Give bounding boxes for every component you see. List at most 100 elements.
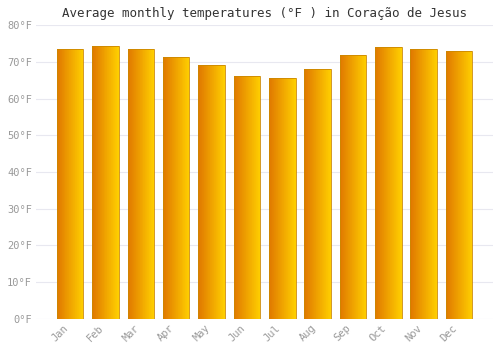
Bar [450, 51, 451, 318]
Bar [95, 46, 96, 318]
Bar [249, 76, 250, 318]
Bar [176, 57, 177, 318]
Bar [390, 47, 391, 318]
Bar [179, 57, 180, 318]
Bar [316, 69, 317, 318]
Bar [344, 55, 345, 318]
Bar [139, 49, 140, 318]
Bar [310, 69, 311, 318]
Bar [118, 46, 119, 318]
Bar [178, 57, 179, 318]
Bar [306, 69, 307, 318]
Bar [78, 49, 79, 318]
Bar [461, 51, 462, 318]
Bar [132, 49, 133, 318]
Bar [385, 47, 386, 318]
Bar [330, 69, 331, 318]
Bar [150, 49, 151, 318]
Bar [92, 46, 119, 318]
Bar [92, 46, 93, 318]
Bar [140, 49, 141, 318]
Bar [287, 78, 288, 318]
Bar [259, 76, 260, 318]
Bar [378, 47, 379, 318]
Bar [304, 69, 305, 318]
Bar [73, 49, 74, 318]
Bar [142, 49, 143, 318]
Bar [169, 57, 170, 318]
Bar [429, 49, 430, 318]
Bar [365, 55, 366, 318]
Bar [186, 57, 187, 318]
Bar [415, 49, 416, 318]
Bar [243, 76, 244, 318]
Bar [221, 64, 222, 318]
Bar [188, 57, 189, 318]
Bar [397, 47, 398, 318]
Bar [346, 55, 347, 318]
Bar [430, 49, 431, 318]
Bar [105, 46, 106, 318]
Bar [258, 76, 259, 318]
Bar [457, 51, 458, 318]
Bar [183, 57, 184, 318]
Bar [129, 49, 130, 318]
Bar [289, 78, 290, 318]
Bar [431, 49, 432, 318]
Bar [319, 69, 320, 318]
Bar [273, 78, 274, 318]
Bar [211, 64, 212, 318]
Bar [220, 64, 221, 318]
Bar [136, 49, 137, 318]
Bar [63, 49, 64, 318]
Bar [253, 76, 254, 318]
Bar [257, 76, 258, 318]
Bar [149, 49, 150, 318]
Bar [57, 49, 84, 318]
Bar [343, 55, 344, 318]
Bar [311, 69, 312, 318]
Bar [286, 78, 287, 318]
Bar [304, 69, 331, 318]
Bar [462, 51, 463, 318]
Bar [68, 49, 69, 318]
Bar [205, 64, 206, 318]
Bar [145, 49, 146, 318]
Bar [446, 51, 472, 318]
Bar [166, 57, 167, 318]
Bar [398, 47, 399, 318]
Bar [134, 49, 135, 318]
Bar [280, 78, 281, 318]
Bar [293, 78, 294, 318]
Bar [76, 49, 77, 318]
Bar [446, 51, 447, 318]
Bar [340, 55, 341, 318]
Bar [215, 64, 216, 318]
Bar [201, 64, 202, 318]
Bar [97, 46, 98, 318]
Bar [412, 49, 413, 318]
Bar [420, 49, 421, 318]
Bar [234, 76, 235, 318]
Bar [177, 57, 178, 318]
Bar [216, 64, 217, 318]
Bar [329, 69, 330, 318]
Bar [256, 76, 257, 318]
Bar [284, 78, 285, 318]
Bar [470, 51, 471, 318]
Bar [434, 49, 435, 318]
Bar [244, 76, 245, 318]
Bar [254, 76, 255, 318]
Bar [357, 55, 358, 318]
Bar [423, 49, 424, 318]
Bar [64, 49, 65, 318]
Bar [206, 64, 207, 318]
Bar [323, 69, 324, 318]
Bar [468, 51, 469, 318]
Bar [272, 78, 273, 318]
Bar [82, 49, 84, 318]
Bar [69, 49, 70, 318]
Bar [103, 46, 104, 318]
Bar [401, 47, 402, 318]
Bar [171, 57, 172, 318]
